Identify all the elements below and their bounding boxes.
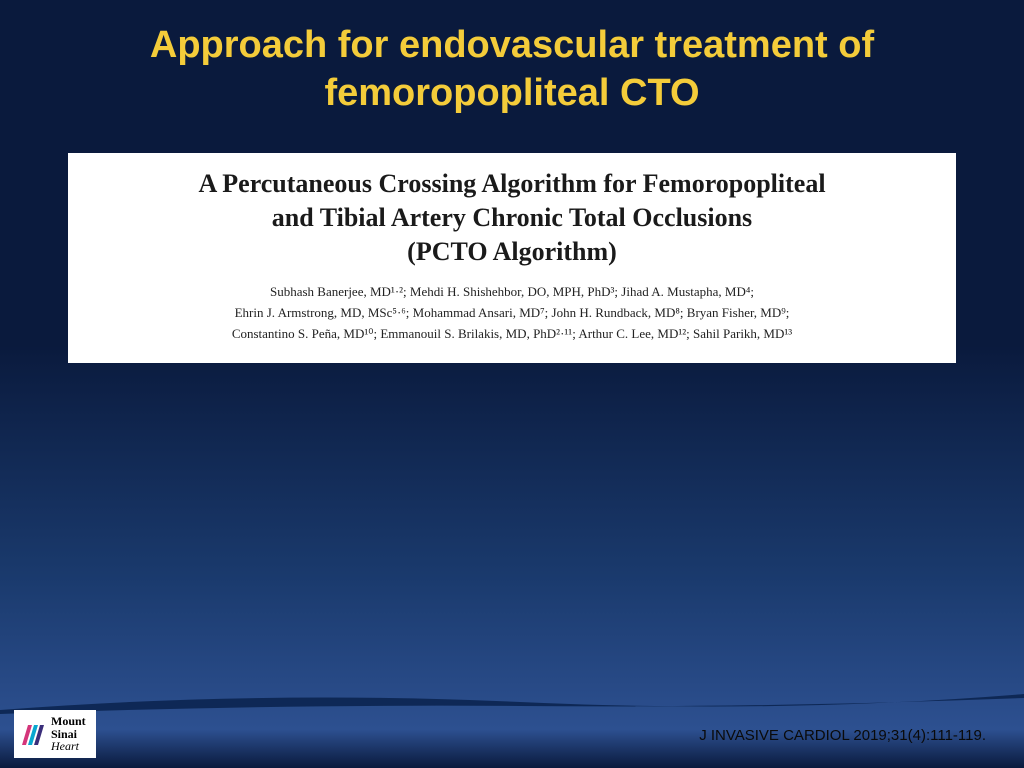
journal-citation: J INVASIVE CARDIOL 2019;31(4):111-119.: [699, 727, 986, 744]
footer: Mount Sinai Heart J INVASIVE CARDIOL 201…: [0, 700, 1024, 768]
authors-line1: Subhash Banerjee, MD¹·²; Mehdi H. Shishe…: [270, 284, 754, 299]
authors-line3: Constantino S. Peña, MD¹⁰; Emmanouil S. …: [232, 326, 792, 341]
paper-citation-box: A Percutaneous Crossing Algorithm for Fe…: [68, 153, 956, 363]
logo-stripes-icon: [20, 721, 46, 747]
paper-title-line3: (PCTO Algorithm): [407, 237, 617, 266]
mount-sinai-logo: Mount Sinai Heart: [14, 710, 96, 758]
slide-title: Approach for endovascular treatment of f…: [0, 0, 1024, 135]
swoosh-decoration: [0, 688, 1024, 718]
logo-line1: Mount: [51, 715, 86, 728]
logo-sub: Heart: [51, 740, 86, 753]
authors-line2: Ehrin J. Armstrong, MD, MSc⁵·⁶; Mohammad…: [235, 305, 790, 320]
paper-authors: Subhash Banerjee, MD¹·²; Mehdi H. Shishe…: [96, 282, 928, 344]
logo-text: Mount Sinai Heart: [51, 715, 86, 753]
paper-title: A Percutaneous Crossing Algorithm for Fe…: [96, 167, 928, 268]
paper-title-line2: and Tibial Artery Chronic Total Occlusio…: [272, 203, 752, 232]
paper-title-line1: A Percutaneous Crossing Algorithm for Fe…: [198, 169, 825, 198]
